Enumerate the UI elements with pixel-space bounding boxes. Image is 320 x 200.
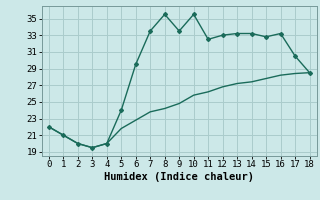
X-axis label: Humidex (Indice chaleur): Humidex (Indice chaleur) — [104, 172, 254, 182]
